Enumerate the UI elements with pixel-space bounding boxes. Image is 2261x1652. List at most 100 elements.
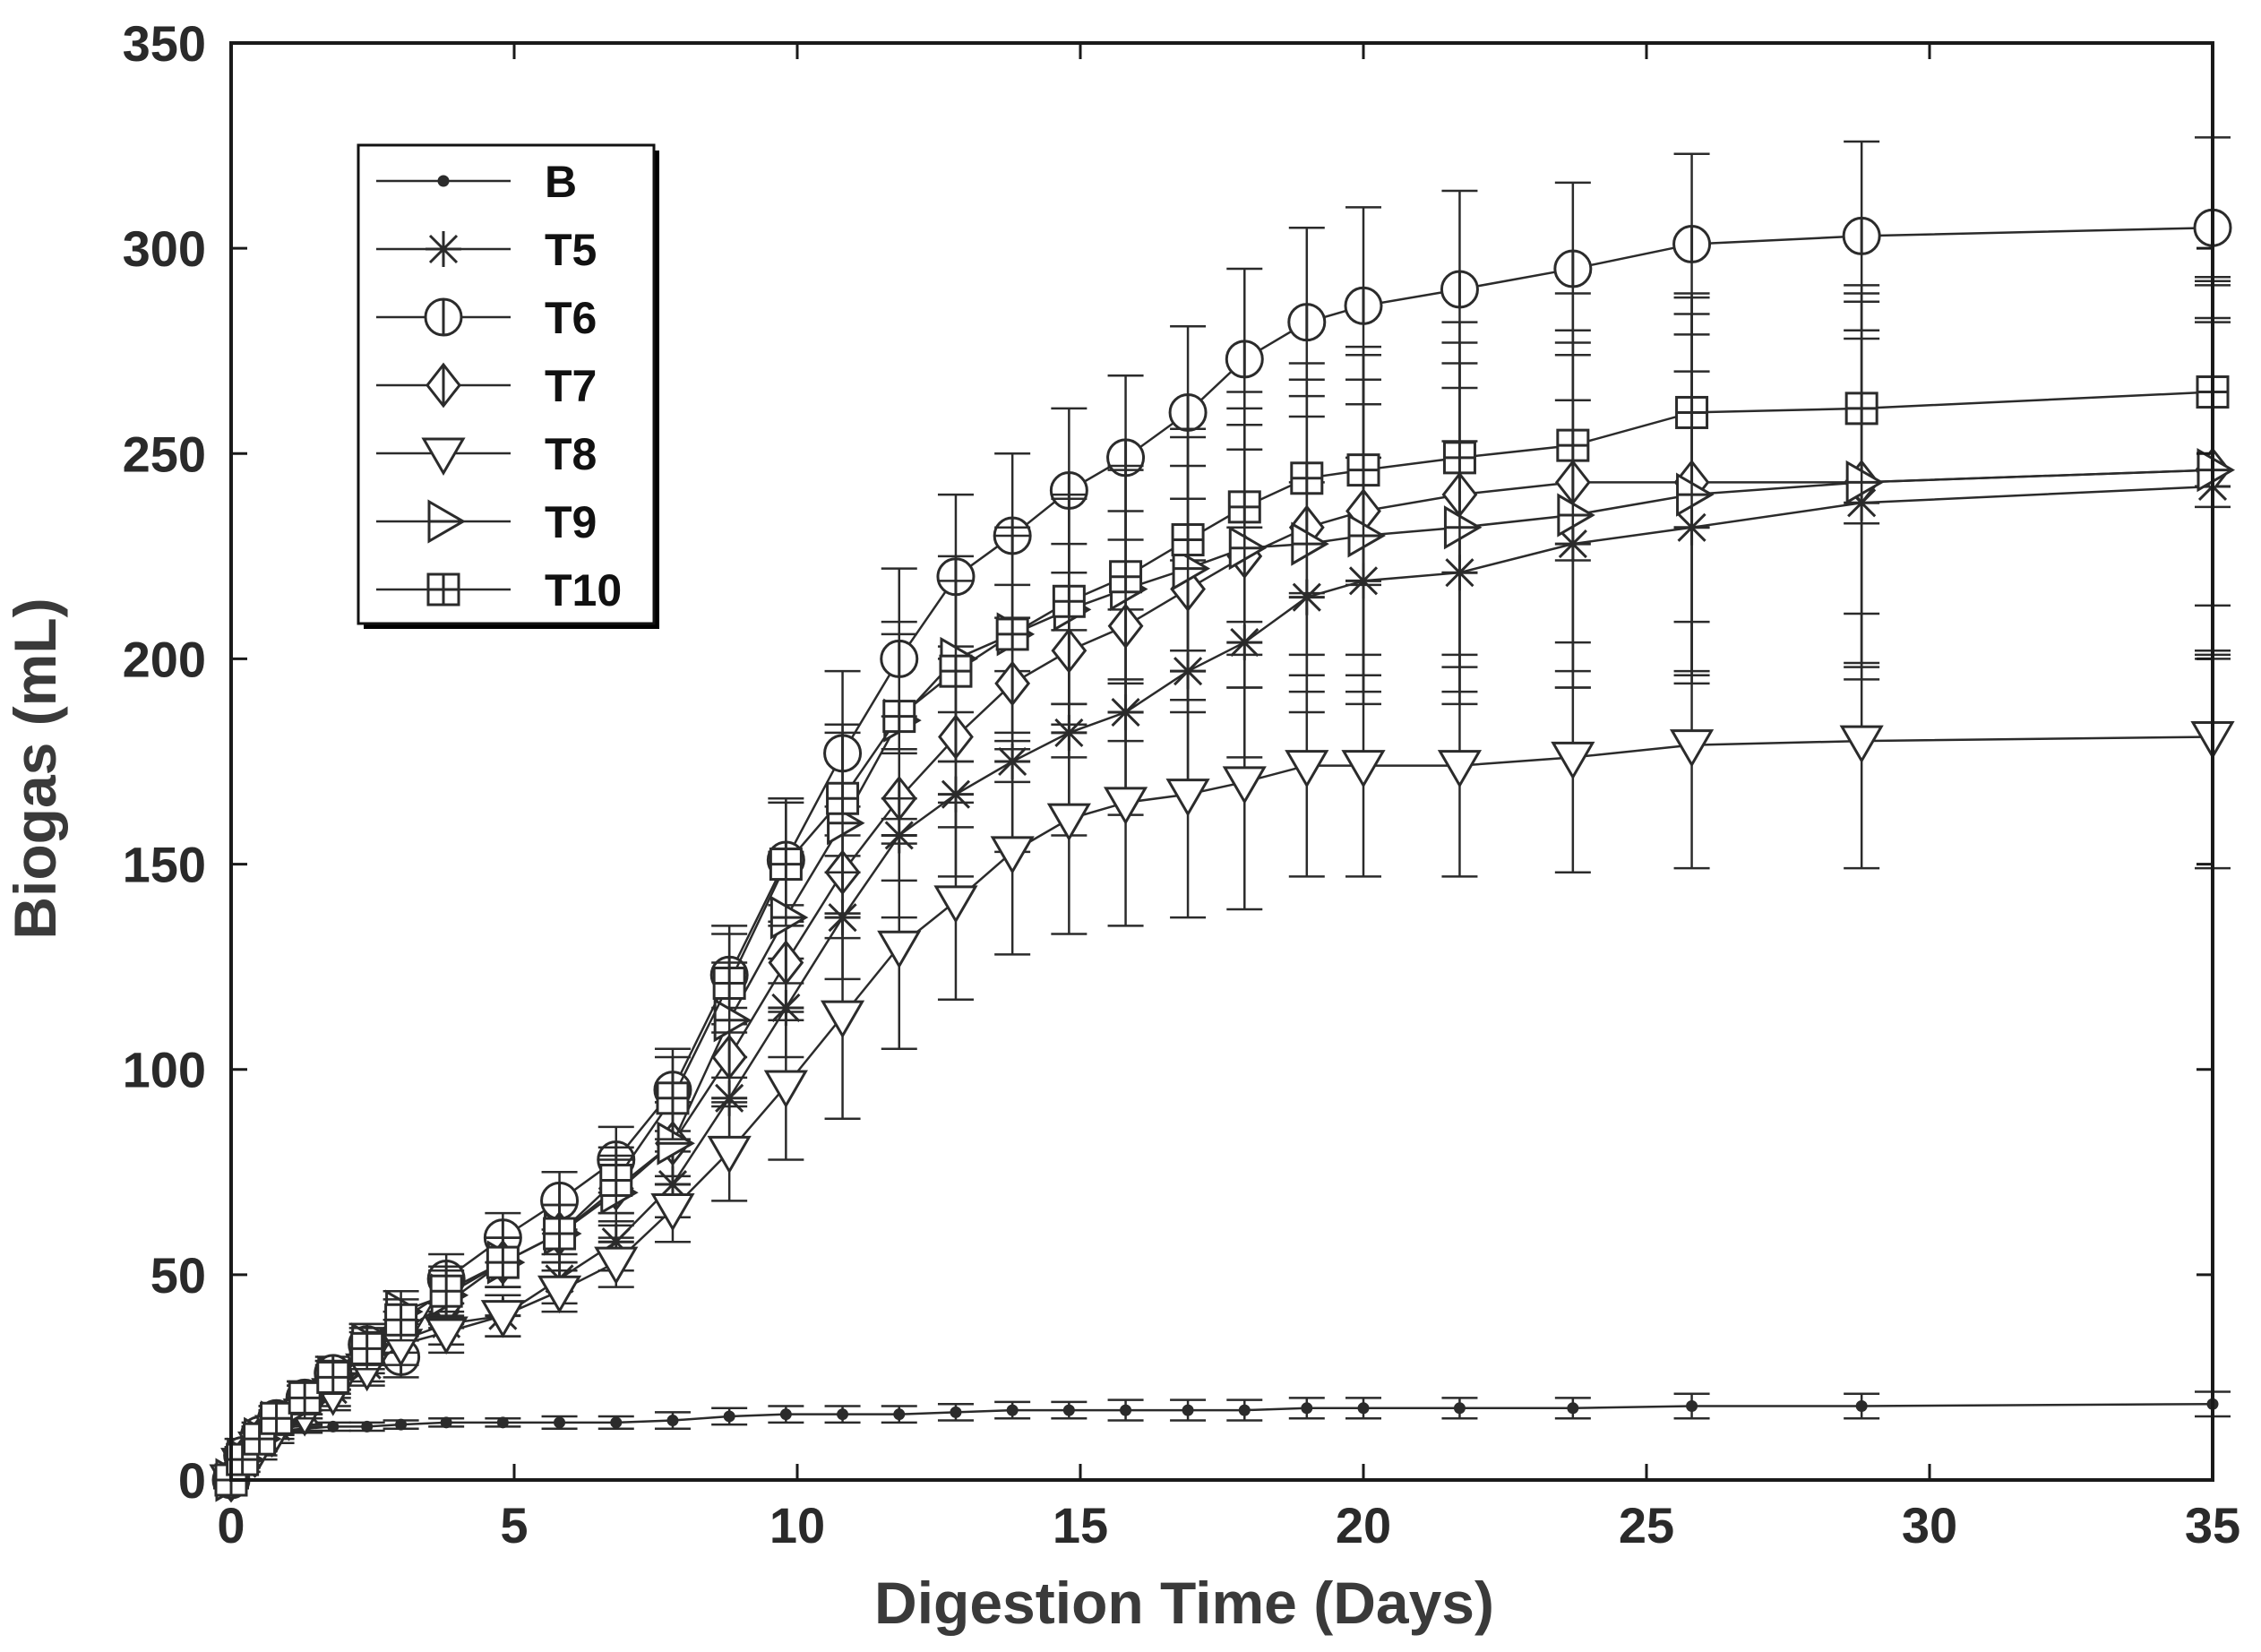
data-point-t10: [1109, 560, 1143, 594]
legend-label-b: B: [545, 157, 577, 207]
data-point-t10: [486, 1245, 520, 1279]
x-tick-label: 0: [217, 1497, 245, 1553]
data-point-b: [1238, 1404, 1251, 1416]
data-point-t8: [1669, 729, 1715, 768]
x-tick-label: 35: [2185, 1497, 2240, 1553]
data-point-t8: [650, 1193, 695, 1232]
series-b: [213, 1390, 2231, 1486]
data-point-t10: [384, 1303, 418, 1337]
legend-item-t9: T9: [376, 497, 597, 547]
y-tick-label: 50: [150, 1247, 206, 1304]
data-point-legend-t8: [421, 437, 466, 476]
data-point-t6: [1842, 216, 1881, 255]
x-tick-label: 30: [1902, 1497, 1957, 1553]
data-point-t10: [1227, 490, 1261, 524]
data-point-t6: [1440, 270, 1479, 309]
data-point-t10: [1556, 428, 1590, 462]
data-point-t6: [1553, 249, 1593, 288]
legend-label-t9: T9: [545, 497, 597, 547]
data-point-b: [893, 1408, 906, 1421]
y-tick-label: 350: [123, 15, 206, 72]
data-point-t10: [1442, 441, 1476, 475]
data-point-t10: [769, 848, 803, 882]
legend-label-t6: T6: [545, 293, 597, 343]
data-point-t6: [1672, 225, 1712, 264]
data-point-t6: [1287, 303, 1327, 342]
legend-item-t6: T6: [376, 293, 597, 343]
data-point-t8: [990, 836, 1035, 874]
data-point-t9: [1347, 513, 1386, 558]
data-point-b: [440, 1416, 452, 1429]
x-tick-label: 20: [1336, 1497, 1391, 1553]
legend-label-t10: T10: [545, 565, 622, 615]
data-point-t8: [820, 1000, 865, 1039]
data-point-t10: [939, 654, 973, 688]
legend-label-t8: T8: [545, 429, 597, 479]
data-point-b: [554, 1416, 566, 1429]
data-point-t10: [1052, 584, 1086, 618]
data-point-t9: [657, 1121, 695, 1166]
data-point-legend-t5: [426, 231, 461, 267]
data-point-b: [395, 1418, 408, 1431]
data-point-t10: [599, 1163, 633, 1197]
data-point-t10: [1346, 453, 1380, 487]
data-point-b: [950, 1406, 962, 1418]
x-tick-label: 25: [1619, 1497, 1674, 1553]
data-point-t8: [537, 1275, 582, 1314]
data-point-t8: [1551, 741, 1595, 780]
y-tick-label: 100: [123, 1042, 206, 1098]
data-point-t10: [429, 1274, 463, 1308]
axes-frame: [229, 41, 2214, 1482]
y-tick-label: 250: [123, 426, 206, 482]
legend-item-t8: T8: [376, 429, 597, 479]
data-point-t10: [712, 966, 746, 1000]
data-point-t6: [1344, 286, 1383, 325]
data-point-t10: [656, 1081, 690, 1115]
data-point-t10: [1290, 461, 1324, 495]
data-point-t10: [350, 1331, 384, 1365]
data-point-t8: [1165, 779, 1210, 817]
data-point-legend-b: [437, 175, 450, 187]
data-point-t10: [826, 781, 860, 815]
data-point-b: [1567, 1402, 1579, 1415]
data-point-b: [1006, 1404, 1019, 1416]
data-point-b: [666, 1415, 679, 1427]
data-point-t8: [707, 1135, 752, 1174]
data-point-b: [837, 1408, 849, 1421]
data-point-t9: [1172, 546, 1211, 591]
data-point-b: [610, 1416, 623, 1429]
data-point-t8: [1341, 750, 1386, 788]
data-point-t8: [1839, 725, 1884, 764]
x-tick-label: 15: [1053, 1497, 1108, 1553]
data-point-t9: [1443, 505, 1483, 550]
data-point-t8: [877, 930, 922, 969]
legend-item-b: B: [376, 157, 577, 207]
series-t10: [213, 275, 2231, 1497]
data-point-t10: [288, 1381, 322, 1415]
data-point-b: [1855, 1400, 1868, 1413]
data-point-t10: [260, 1401, 294, 1435]
data-point-t8: [480, 1300, 525, 1338]
data-point-t6: [1225, 340, 1264, 379]
data-point-t9: [1228, 526, 1268, 571]
data-point-b: [496, 1416, 509, 1429]
data-point-t8: [1046, 803, 1091, 842]
data-point-t8: [1437, 750, 1483, 788]
data-point-b: [1453, 1402, 1466, 1415]
data-point-t10: [995, 617, 1029, 651]
legend-item-t7: T7: [376, 361, 597, 411]
data-point-t8: [1222, 766, 1267, 804]
data-point-t9: [1676, 472, 1715, 517]
data-point-t10: [1844, 391, 1878, 426]
y-tick-label: 300: [123, 220, 206, 277]
data-point-t10: [543, 1217, 577, 1251]
legend-item-t5: T5: [376, 225, 597, 275]
data-point-t6: [1168, 392, 1208, 432]
data-point-t10: [1675, 395, 1709, 429]
data-point-b: [1062, 1404, 1075, 1416]
data-point-b: [1301, 1402, 1313, 1415]
y-tick-label: 0: [178, 1452, 206, 1509]
data-point-t8: [594, 1246, 639, 1286]
y-tick-label: 200: [123, 631, 206, 687]
